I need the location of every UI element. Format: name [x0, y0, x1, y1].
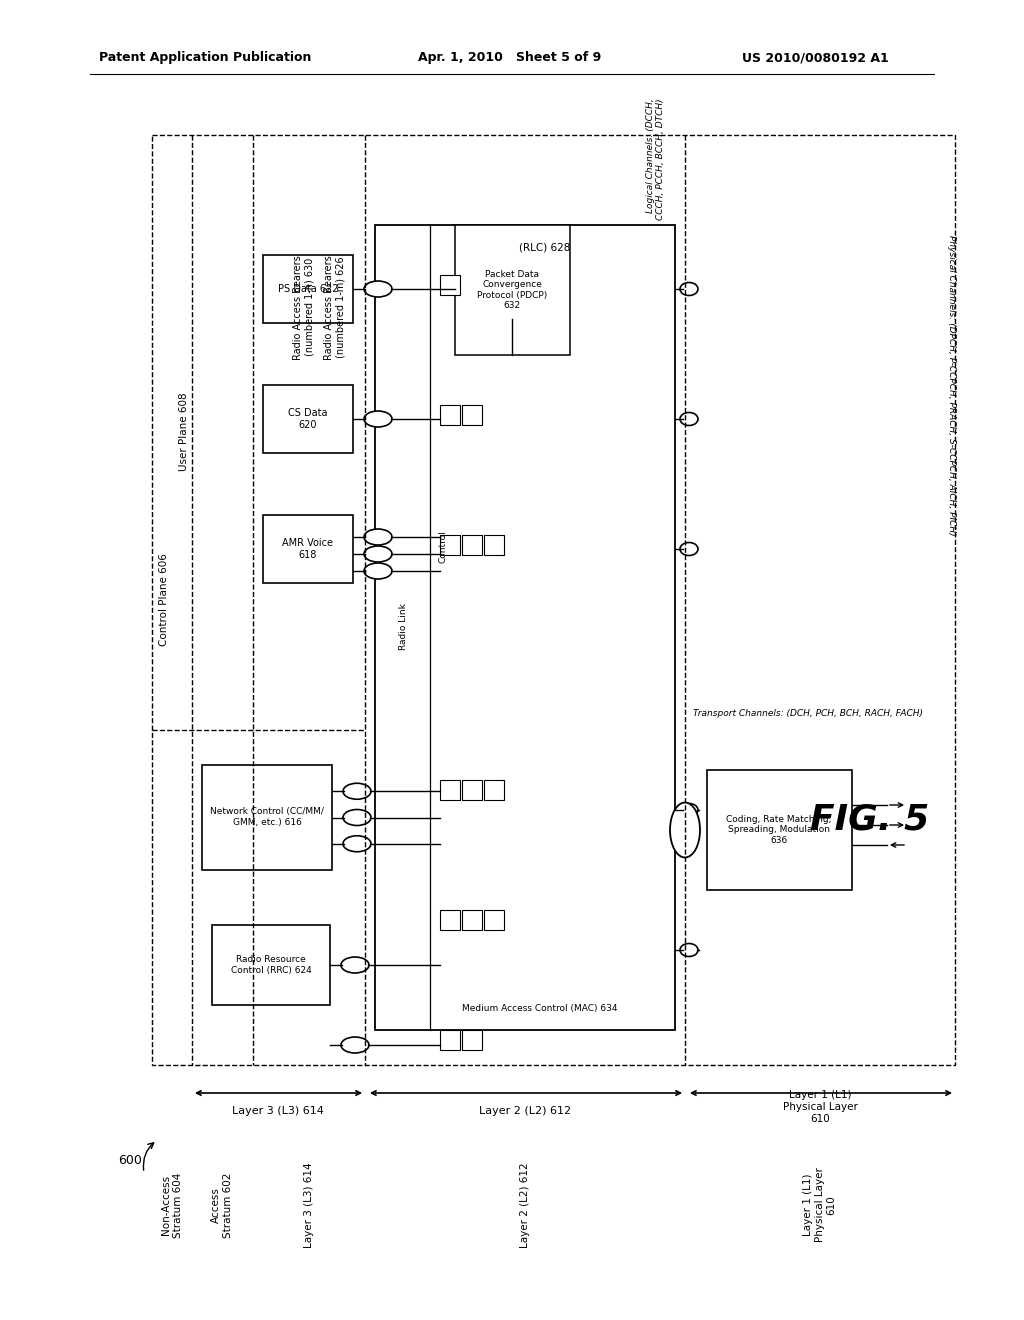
- Text: Control: Control: [438, 531, 447, 564]
- Bar: [263, 515, 353, 583]
- Bar: [484, 909, 504, 931]
- Text: US 2010/0080192 A1: US 2010/0080192 A1: [741, 51, 889, 65]
- Ellipse shape: [364, 546, 392, 562]
- Text: User Plane 608: User Plane 608: [179, 392, 189, 471]
- Text: Patent Application Publication: Patent Application Publication: [98, 51, 311, 65]
- Ellipse shape: [364, 281, 392, 297]
- Text: (RLC) 628: (RLC) 628: [519, 242, 570, 252]
- Text: Radio Link: Radio Link: [398, 603, 408, 651]
- Bar: [263, 255, 353, 323]
- Text: Layer 3 (L3) 614: Layer 3 (L3) 614: [304, 1162, 314, 1247]
- Ellipse shape: [680, 804, 698, 817]
- Bar: [484, 780, 504, 800]
- Bar: [152, 135, 955, 1065]
- Bar: [462, 780, 482, 800]
- Text: Coding, Rate Matching,
Spreading, Modulation
636: Coding, Rate Matching, Spreading, Modula…: [726, 814, 831, 845]
- Bar: [375, 224, 675, 1030]
- Bar: [440, 1030, 460, 1049]
- Text: Access
Stratum 602: Access Stratum 602: [211, 1172, 232, 1238]
- Text: PS Data 622: PS Data 622: [278, 284, 338, 294]
- Text: Layer 3 (L3) 614: Layer 3 (L3) 614: [232, 1106, 324, 1115]
- Text: Network Control (CC/MM/
GMM, etc.) 616: Network Control (CC/MM/ GMM, etc.) 616: [210, 808, 324, 826]
- Bar: [440, 909, 460, 931]
- Text: Radio Resource
Control (RRC) 624: Radio Resource Control (RRC) 624: [230, 956, 311, 974]
- Bar: [440, 405, 460, 425]
- Text: Layer 2 (L2) 612: Layer 2 (L2) 612: [520, 1162, 530, 1247]
- Text: Medium Access Control (MAC) 634: Medium Access Control (MAC) 634: [462, 1003, 617, 1012]
- Bar: [440, 535, 460, 554]
- Text: Non-Access
Stratum 604: Non-Access Stratum 604: [161, 1172, 183, 1238]
- Text: Layer 2 (L2) 612: Layer 2 (L2) 612: [479, 1106, 571, 1115]
- Text: Physical Channels: (DPCH, P-CCPCH, PRACH, S-CCPCH, AICH, PICH): Physical Channels: (DPCH, P-CCPCH, PRACH…: [947, 235, 956, 536]
- Text: Radio Access Bearers
(numbered 1-n) 630: Radio Access Bearers (numbered 1-n) 630: [293, 255, 314, 360]
- Text: Transport Channels: (DCH, PCH, BCH, RACH, FACH): Transport Channels: (DCH, PCH, BCH, RACH…: [693, 709, 923, 718]
- Bar: [212, 925, 330, 1005]
- Text: Layer 1 (L1)
Physical Layer
610: Layer 1 (L1) Physical Layer 610: [804, 1168, 837, 1242]
- Text: AMR Voice
618: AMR Voice 618: [283, 539, 334, 560]
- Text: Packet Data
Convergence
Protocol (PDCP)
632: Packet Data Convergence Protocol (PDCP) …: [477, 269, 547, 310]
- Text: Radio Access Bearers
(numbered 1-m) 626: Radio Access Bearers (numbered 1-m) 626: [325, 255, 346, 360]
- Ellipse shape: [364, 564, 392, 579]
- Ellipse shape: [343, 783, 371, 799]
- Ellipse shape: [670, 803, 700, 858]
- Ellipse shape: [364, 411, 392, 426]
- Bar: [440, 780, 460, 800]
- Text: Layer 1 (L1)
Physical Layer
610: Layer 1 (L1) Physical Layer 610: [782, 1090, 857, 1123]
- Ellipse shape: [680, 944, 698, 957]
- Ellipse shape: [341, 957, 369, 973]
- Ellipse shape: [680, 282, 698, 296]
- Ellipse shape: [341, 1038, 369, 1053]
- Bar: [263, 385, 353, 453]
- Text: FIG. 5: FIG. 5: [810, 803, 930, 837]
- Ellipse shape: [343, 809, 371, 825]
- Ellipse shape: [364, 529, 392, 545]
- Text: Control Plane 606: Control Plane 606: [159, 553, 169, 647]
- Bar: [455, 224, 570, 355]
- Ellipse shape: [680, 543, 698, 556]
- Text: Logical Channels: (DCCH,
CCCH, PCCH, BCCH, DTCH): Logical Channels: (DCCH, CCCH, PCCH, BCC…: [645, 99, 665, 220]
- Bar: [484, 535, 504, 554]
- Bar: [707, 770, 852, 890]
- Text: CS Data
620: CS Data 620: [288, 408, 328, 430]
- Text: 600: 600: [118, 1154, 142, 1167]
- Ellipse shape: [343, 836, 371, 851]
- Bar: [462, 535, 482, 554]
- Bar: [462, 909, 482, 931]
- Bar: [440, 275, 460, 294]
- Ellipse shape: [680, 412, 698, 425]
- Bar: [202, 766, 332, 870]
- Bar: [462, 405, 482, 425]
- Text: Apr. 1, 2010   Sheet 5 of 9: Apr. 1, 2010 Sheet 5 of 9: [419, 51, 602, 65]
- Bar: [462, 1030, 482, 1049]
